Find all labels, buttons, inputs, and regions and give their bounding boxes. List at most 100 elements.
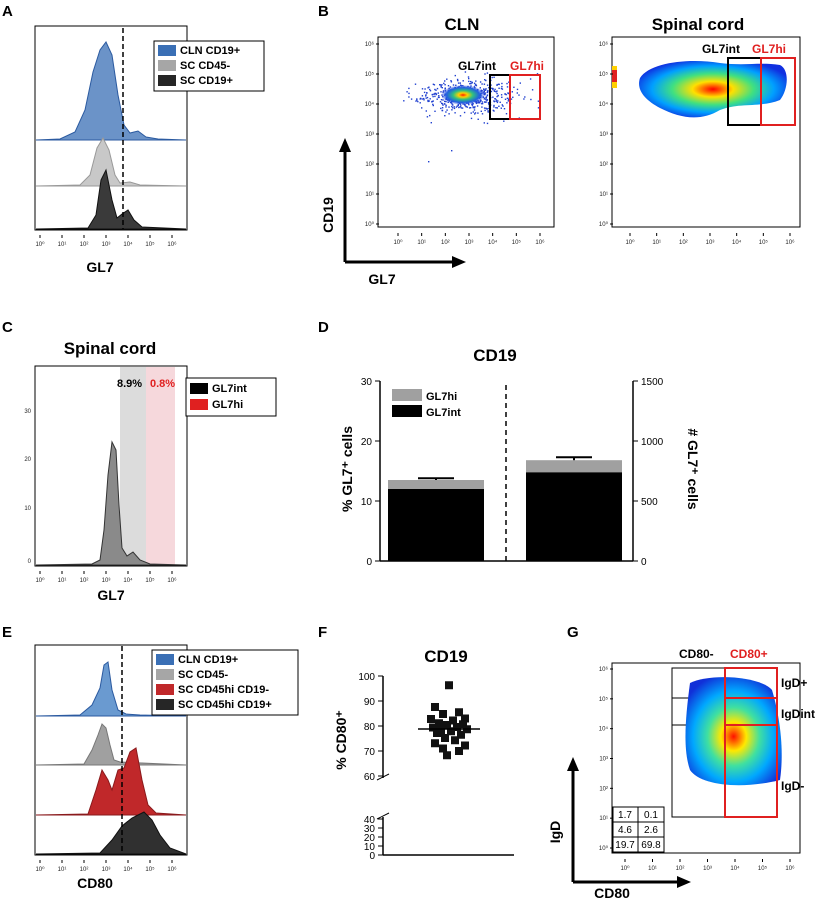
cln-event-dot — [468, 80, 470, 83]
x-tick-label: 10⁴ — [123, 866, 133, 873]
cln-event-dot — [484, 73, 486, 75]
pct-gl7hi: 0.8% — [150, 378, 175, 390]
scatter-point — [443, 751, 451, 760]
cln-event-dot — [483, 107, 486, 109]
cln-event-dot — [487, 111, 489, 113]
cln-event-dot — [470, 80, 472, 83]
cln-event-dot — [439, 101, 442, 103]
col-label-cd80neg: CD80- — [679, 647, 714, 661]
legend-item: GL7hi — [212, 399, 243, 411]
gate-label-gl7hi: GL7hi — [510, 59, 544, 73]
cln-event-dot — [432, 100, 434, 102]
panel-c-label: C — [2, 319, 13, 336]
cln-event-dot — [493, 100, 495, 102]
cln-event-dot — [446, 78, 448, 80]
cln-event-dot — [421, 88, 424, 90]
cln-event-dot — [444, 103, 446, 105]
plot-frame-cln — [377, 36, 555, 228]
legend-label-gl7hi: GL7hi — [426, 391, 457, 403]
panel-b-label: B — [318, 3, 329, 20]
histogram-cln-cd19 — [35, 41, 187, 141]
panel-g-ylabel: IgD — [547, 821, 563, 844]
cln-event-dot — [495, 99, 498, 101]
row-label-igd-pos: IgD+ — [781, 676, 807, 690]
y-tick-label: 10⁶ — [365, 41, 375, 48]
legend-box — [151, 649, 299, 716]
x-tick-label: 10⁵ — [145, 241, 155, 248]
chart-d-plot: 0 10 20 30 0 500 1000 1500 GL7hi GL7int — [361, 377, 664, 568]
cln-event-dot — [423, 97, 425, 100]
x-tick-label: 10³ — [465, 240, 474, 246]
panel-a-frame — [34, 25, 188, 231]
panel-a-legend: CLN CD19+ SC CD45- SC CD19+ — [153, 40, 265, 92]
cln-event-dot — [506, 82, 508, 85]
cln-event-dot — [511, 91, 513, 93]
y2-tick-label: 1000 — [641, 437, 664, 448]
scatter-point — [453, 723, 461, 731]
cln-event-dot — [477, 118, 479, 120]
cln-event-dot — [430, 122, 432, 124]
x-tick-label: 10¹ — [58, 242, 67, 248]
cln-event-dot — [441, 87, 443, 89]
cln-event-dot — [426, 92, 428, 94]
scatter-point — [431, 739, 439, 748]
panel-a: A 10⁰ 10¹ 10² 10³ 10⁴ 10⁵ 10⁶ GL7 CLN CD19+ SC… — [2, 3, 265, 275]
cln-event-dot — [481, 102, 484, 105]
x-tick-label: 10⁰ — [35, 241, 45, 248]
cln-event-dot — [408, 92, 410, 95]
cln-event-dot — [444, 100, 446, 103]
cln-event-dot — [486, 122, 489, 125]
y-tick-label: 10⁶ — [599, 41, 609, 48]
scatter-point — [447, 727, 455, 736]
cln-event-dot — [483, 88, 485, 91]
scatter-point — [427, 715, 435, 723]
cln-event-dot — [435, 89, 437, 91]
gate-label-gl7int: GL7int — [458, 59, 496, 73]
cln-event-dot — [468, 107, 471, 109]
cln-event-dot — [496, 84, 498, 86]
cln-event-dot — [501, 85, 503, 88]
cln-event-dot — [488, 107, 490, 110]
cln-event-dot — [493, 76, 495, 78]
cln-axis-ticks: 10⁰ 10¹ 10² 10³ 10⁴ 10⁵ 10⁶ 10⁰ 10¹ 10² 10³ 10⁴ 10⁵ 1… — [365, 41, 545, 246]
cln-event-dot — [483, 83, 486, 85]
x-tick-label: 10⁰ — [393, 239, 403, 246]
cln-event-dot — [415, 100, 417, 102]
y-tick-label: 30 — [361, 377, 373, 388]
y-tick-label: 90 — [364, 697, 376, 708]
y-tick: 20 — [24, 457, 31, 463]
scatter-point — [455, 747, 463, 755]
cln-event-dot — [467, 76, 470, 78]
cln-event-dot — [440, 86, 442, 88]
y-tick-label: 10¹ — [365, 192, 374, 198]
panel-a-xlabel: GL7 — [86, 259, 113, 275]
cln-event-dot — [425, 97, 427, 99]
x-tick-label: 10⁴ — [730, 865, 740, 872]
cln-event-dot — [500, 94, 503, 96]
scatter-point — [439, 744, 447, 753]
gate-gl7hi-spinal-cord — [760, 57, 796, 126]
cln-event-dot — [438, 95, 440, 97]
cln-event-dot — [468, 77, 470, 80]
cln-event-dot — [493, 104, 495, 107]
cln-event-dot — [421, 95, 424, 97]
cln-event-dot — [432, 83, 435, 85]
bar-gl7int — [526, 472, 622, 561]
cln-event-dot — [432, 95, 434, 98]
x-tick-label: 10⁰ — [620, 865, 630, 872]
scatter-point — [457, 730, 465, 739]
legend-swatch — [158, 75, 176, 86]
cln-event-dot — [469, 83, 471, 85]
panel-c-xlabel: GL7 — [97, 587, 124, 603]
cln-event-dot — [475, 80, 477, 82]
cln-event-dot — [456, 78, 459, 81]
gate-band-gl7int — [120, 367, 146, 565]
chart-f-title: CD19 — [424, 647, 467, 666]
histogram-sc-cd19 — [35, 168, 187, 230]
scatter-point — [459, 720, 467, 729]
cln-event-dot — [444, 80, 446, 82]
histogram-e-sc-cd45neg — [35, 723, 187, 766]
cln-event-dot — [457, 104, 459, 107]
x-tick-label: 10¹ — [652, 240, 661, 246]
axis-break-mark — [376, 773, 390, 781]
